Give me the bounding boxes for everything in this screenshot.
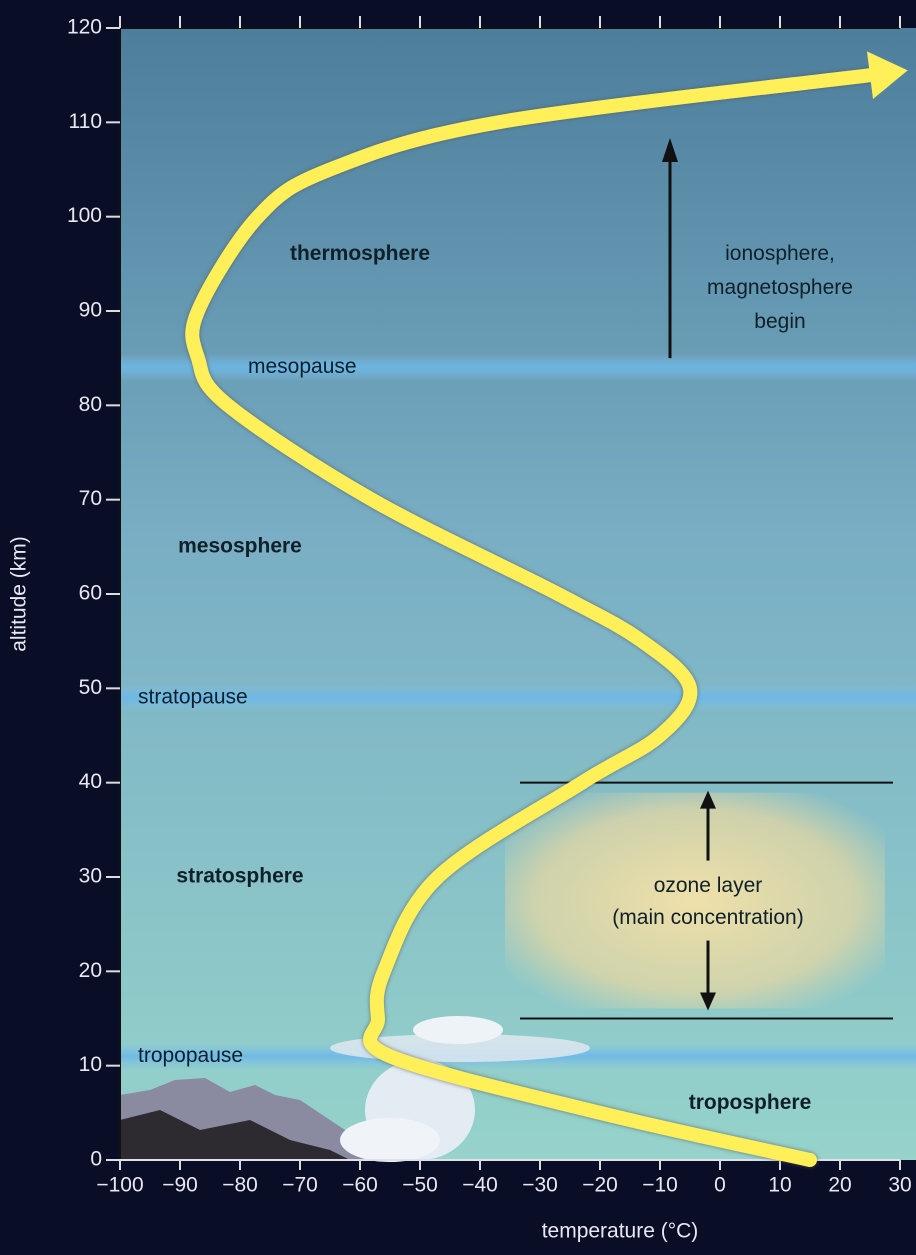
- y-tick-label: 0: [90, 1148, 102, 1171]
- x-tick-label: −10: [642, 1174, 678, 1197]
- y-axis-title: altitude (km): [8, 536, 31, 652]
- boundary-label: stratopause: [138, 685, 248, 708]
- layer-label: troposphere: [689, 1091, 812, 1114]
- x-tick-label: 20: [828, 1174, 851, 1197]
- x-tick-label: −60: [342, 1174, 378, 1197]
- cloud-body: [340, 1118, 440, 1162]
- y-tick-label: 10: [79, 1053, 102, 1076]
- y-tick-label: 30: [79, 865, 102, 888]
- y-tick-label: 90: [79, 299, 102, 322]
- ozone-label: ozone layer: [654, 874, 763, 897]
- x-tick-label: 10: [768, 1174, 791, 1197]
- x-tick-label: −30: [522, 1174, 558, 1197]
- y-tick-label: 80: [79, 393, 102, 416]
- x-tick-label: −40: [462, 1174, 498, 1197]
- x-tick-label: −90: [162, 1174, 198, 1197]
- x-tick-label: 30: [888, 1174, 911, 1197]
- x-tick-label: −20: [582, 1174, 618, 1197]
- ionosphere-label: ionosphere,: [725, 242, 835, 265]
- y-tick-label: 70: [79, 487, 102, 510]
- y-tick-label: 40: [79, 770, 102, 793]
- layer-label: thermosphere: [290, 242, 430, 265]
- x-tick-label: −100: [96, 1174, 143, 1197]
- chart: temperature (°C) altitude (km) ozone lay…: [0, 0, 916, 1255]
- layer-label: stratosphere: [176, 865, 303, 888]
- layer-label: mesosphere: [178, 534, 302, 557]
- y-tick-label: 20: [79, 959, 102, 982]
- ozone-region: [505, 793, 885, 1009]
- y-tick-label: 50: [79, 676, 102, 699]
- y-tick-label: 110: [69, 110, 102, 133]
- x-axis-title: temperature (°C): [542, 1220, 699, 1243]
- boundary-band: [120, 354, 916, 382]
- y-tick-label: 120: [67, 16, 102, 39]
- y-tick-label: 60: [79, 582, 102, 605]
- cloud-top: [413, 1016, 503, 1044]
- ionosphere-label: magnetosphere: [707, 276, 853, 299]
- boundary-label: tropopause: [138, 1044, 243, 1067]
- ozone-label: (main concentration): [612, 906, 803, 929]
- x-tick-label: 0: [714, 1174, 726, 1197]
- boundary-label: mesopause: [248, 355, 357, 378]
- ionosphere-label: begin: [754, 310, 805, 333]
- y-tick-label: 100: [67, 204, 102, 227]
- x-tick-label: −50: [402, 1174, 438, 1197]
- x-tick-label: −70: [282, 1174, 318, 1197]
- x-tick-label: −80: [222, 1174, 258, 1197]
